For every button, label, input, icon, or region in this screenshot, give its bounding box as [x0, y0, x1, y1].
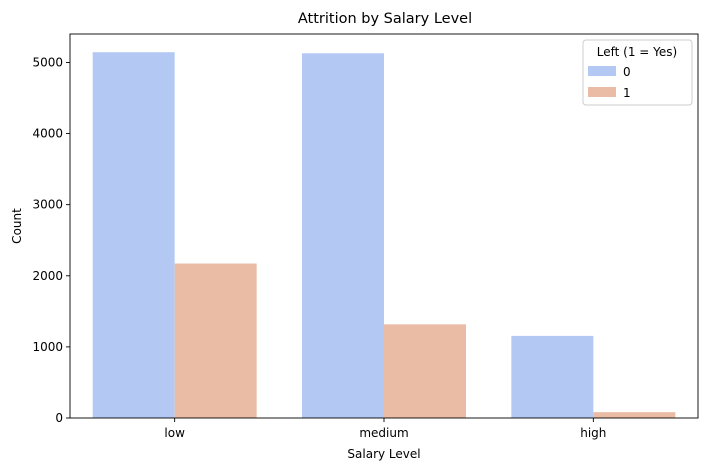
y-tick-label: 4000 — [32, 127, 63, 141]
bar-medium-series-1 — [384, 324, 466, 418]
chart-title: Attrition by Salary Level — [298, 11, 472, 27]
y-tick-label: 5000 — [32, 55, 63, 69]
y-axis-label: Count — [10, 208, 24, 244]
y-tick-label: 1000 — [32, 340, 63, 354]
x-tick-label: medium — [359, 426, 408, 440]
x-tick-label: low — [164, 426, 185, 440]
bars-layer — [92, 52, 676, 419]
bar-low-series-0 — [92, 52, 175, 419]
bar-high-series-1 — [593, 412, 676, 418]
x-tick-label: high — [580, 426, 606, 440]
y-tick-label: 3000 — [32, 198, 63, 212]
x-axis-label: Salary Level — [347, 447, 420, 461]
legend-label-0: 0 — [623, 65, 631, 79]
bar-high-series-0 — [511, 335, 594, 418]
legend-swatch-0 — [588, 66, 616, 76]
y-axis: 0 1000 2000 3000 4000 5000 — [32, 55, 70, 425]
legend-swatch-1 — [588, 87, 616, 97]
legend: Left (1 = Yes) 0 1 — [582, 39, 693, 106]
bar-low-series-1 — [174, 263, 257, 418]
y-tick-label: 0 — [55, 411, 63, 425]
legend-title: Left (1 = Yes) — [597, 45, 677, 59]
bar-medium-series-0 — [302, 53, 384, 418]
x-axis: low medium high — [164, 418, 606, 440]
y-tick-label: 2000 — [32, 269, 63, 283]
legend-label-1: 1 — [623, 86, 631, 100]
